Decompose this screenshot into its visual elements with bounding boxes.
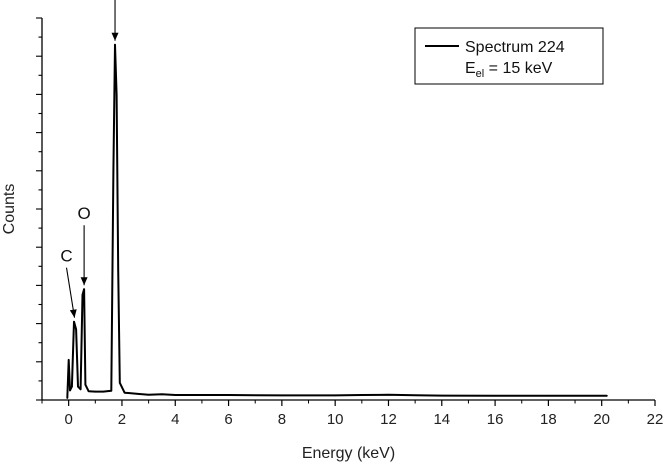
x-tick-label: 6 — [224, 411, 232, 428]
x-tick-label: 20 — [593, 411, 610, 428]
data-point — [94, 390, 97, 393]
x-tick-label: 4 — [171, 411, 179, 428]
x-ticks: 0 2 4 6 8 10 12 14 16 18 20 22 — [41, 400, 664, 428]
data-point — [606, 395, 608, 397]
legend: Spectrum 224 Eel = 15 keV — [414, 27, 604, 85]
x-tick-label: 8 — [278, 411, 286, 428]
condition-value: = 15 keV — [484, 60, 552, 77]
peak-annotation: C — [60, 247, 77, 318]
data-point — [81, 294, 84, 296]
peak-annotations: Si O C — [60, 0, 119, 318]
data-point — [161, 393, 163, 396]
data-point — [83, 288, 85, 291]
y-axis-title: Counts — [1, 184, 18, 235]
peak-annotation: O — [77, 204, 91, 286]
data-point — [174, 394, 177, 396]
data-point — [79, 388, 82, 391]
x-tick-label: 10 — [327, 411, 344, 428]
data-point — [281, 394, 283, 397]
x-tick-label: 18 — [540, 411, 557, 428]
peak-annotation: Si — [111, 0, 119, 41]
data-point — [137, 393, 139, 395]
legend-label-spectrum: Spectrum 224 — [465, 39, 565, 56]
data-point — [110, 390, 113, 392]
x-tick-label: 0 — [64, 411, 72, 428]
data-point — [114, 43, 116, 46]
data-point — [77, 385, 79, 388]
legend-box — [414, 27, 604, 85]
data-point — [87, 390, 90, 393]
data-point — [112, 170, 115, 172]
data-point — [73, 320, 75, 323]
series-line-spectrum — [66, 43, 607, 399]
data-point — [102, 390, 105, 393]
data-point — [66, 397, 69, 399]
x-axis-title: Energy (keV) — [302, 445, 395, 462]
peak-label: C — [60, 247, 72, 266]
data-point — [387, 394, 390, 396]
legend-condition: Eel = 15 keV — [465, 60, 553, 80]
peak-arrow-head — [80, 277, 88, 286]
data-point — [71, 385, 73, 388]
data-point — [119, 382, 121, 384]
peak-label: O — [77, 204, 90, 223]
x-tick-label: 2 — [118, 411, 126, 428]
data-point — [115, 93, 118, 96]
data-point — [227, 394, 230, 396]
data-point — [117, 269, 119, 271]
peak-arrow-head — [69, 309, 77, 318]
data-point — [494, 395, 496, 397]
data-point — [67, 359, 70, 361]
data-point — [123, 391, 126, 394]
x-tick-label: 16 — [487, 411, 504, 428]
condition-prefix: E — [465, 60, 476, 77]
data-point — [84, 383, 87, 386]
x-tick-label: 12 — [380, 411, 397, 428]
data-point — [361, 394, 363, 396]
y-ticks — [36, 17, 42, 401]
series-layer — [66, 43, 608, 399]
data-point — [69, 389, 71, 392]
x-tick-label: 22 — [647, 411, 664, 428]
data-point — [75, 328, 77, 331]
data-point — [334, 394, 337, 397]
data-point — [441, 394, 443, 397]
axes: 0 2 4 6 8 10 12 14 16 18 20 22 — [36, 17, 664, 428]
data-point — [414, 394, 416, 397]
x-tick-label: 14 — [433, 411, 450, 428]
data-point — [147, 393, 150, 396]
peak-arrow-head — [111, 32, 119, 41]
condition-subscript: el — [476, 68, 485, 80]
data-point — [547, 395, 550, 397]
peak-arrow-line — [65, 267, 76, 318]
